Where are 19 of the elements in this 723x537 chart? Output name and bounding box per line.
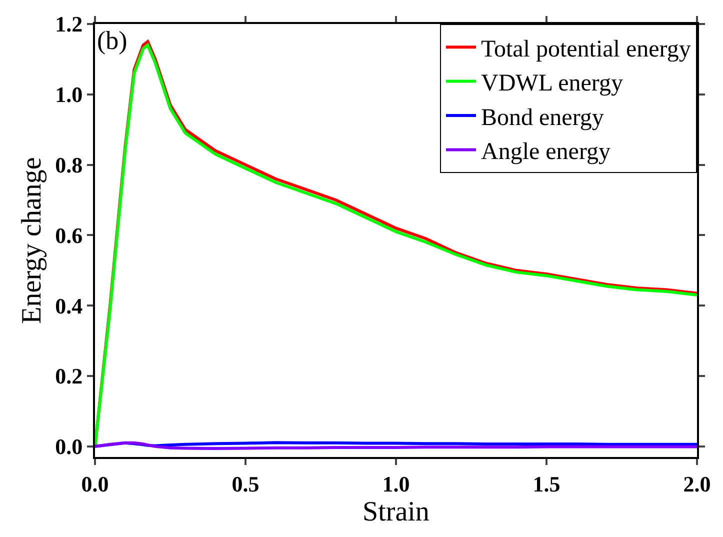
legend-label: Angle energy <box>481 139 611 166</box>
x-tick-label: 0.0 <box>81 471 109 496</box>
y-tick-label: 1.0 <box>55 82 83 108</box>
x-tick-label: 0.5 <box>232 471 260 496</box>
y-tick-label: 0.0 <box>55 434 83 460</box>
legend-label: VDWL energy <box>481 70 623 97</box>
legend-label: Total potential energy <box>481 36 691 62</box>
annotation: (b) <box>97 26 128 55</box>
x-tick-label: 2.0 <box>683 471 711 496</box>
y-tick-label: 0.4 <box>55 293 83 318</box>
legend-label: Bond energy <box>481 104 604 131</box>
y-axis-title: Energy change <box>16 157 48 324</box>
x-tick-label: 1.0 <box>382 471 410 496</box>
x-tick-label: 1.5 <box>532 471 560 496</box>
y-tick-label: 0.8 <box>55 152 83 178</box>
y-tick-label: 1.2 <box>55 12 83 37</box>
y-tick-label: 0.2 <box>55 364 83 389</box>
x-axis-title: Strain <box>362 496 430 528</box>
y-tick-label: 0.6 <box>55 222 83 248</box>
